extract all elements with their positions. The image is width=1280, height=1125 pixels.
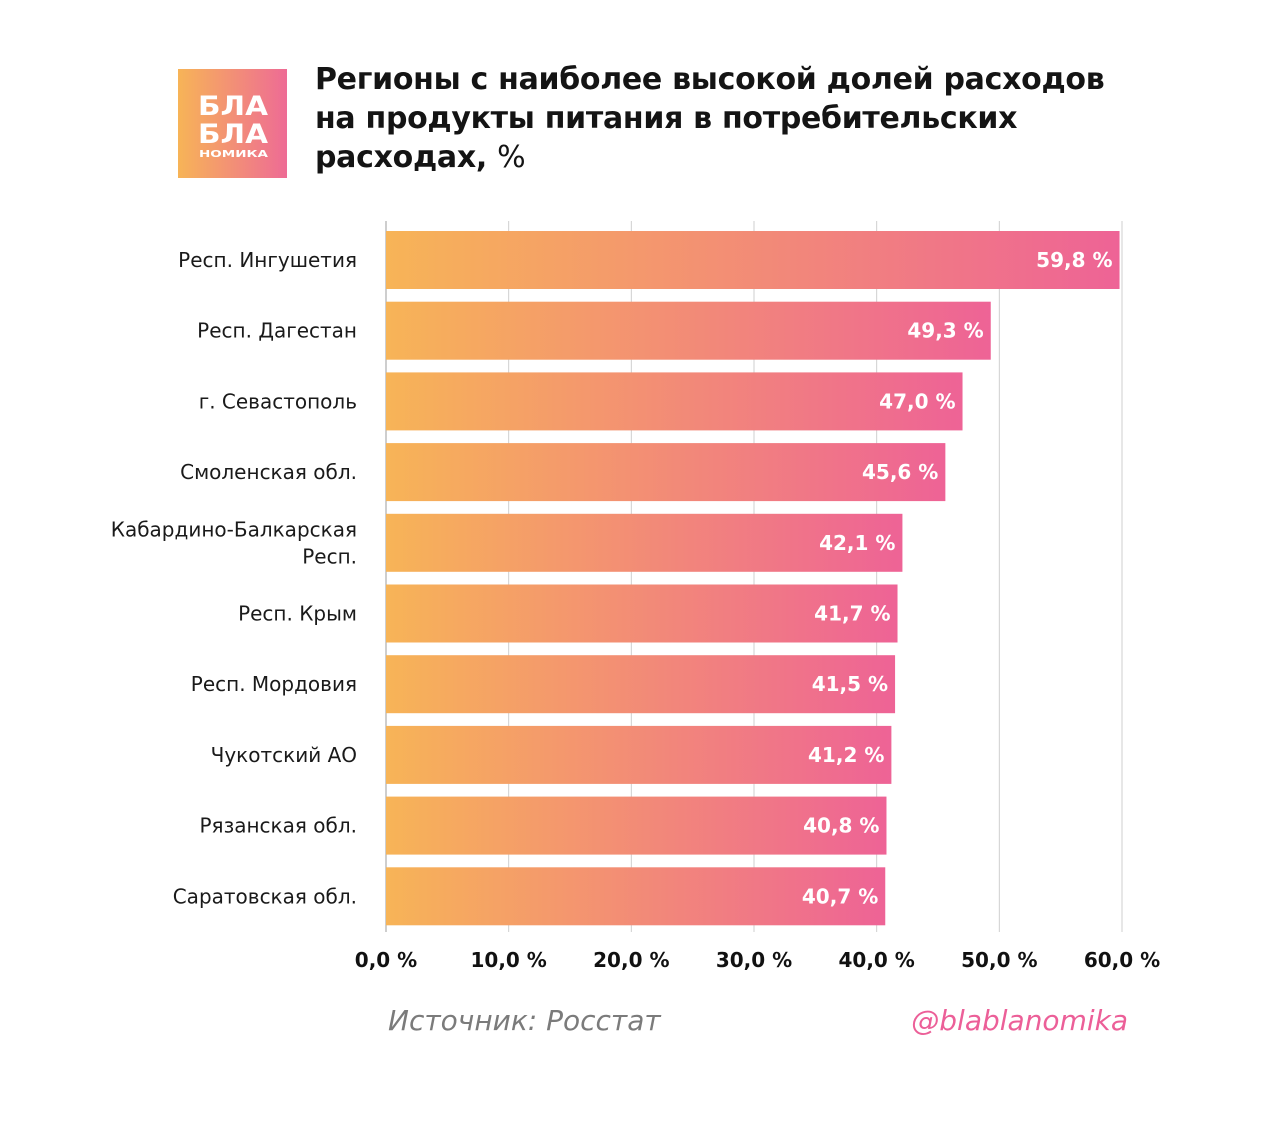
logo-line-3: НОМИКА <box>199 149 268 160</box>
x-tick-label: 10,0 % <box>470 948 546 972</box>
value-label: 49,3 % <box>907 319 983 343</box>
bar <box>386 372 963 431</box>
title-line-3-text: расходах, <box>315 140 487 175</box>
x-tick-label: 40,0 % <box>838 948 914 972</box>
bar <box>386 867 886 926</box>
value-labels: 59,8 % 49,3 % 47,0 % 45,6 % 42,1 % 41,7 % 41,5… <box>802 248 1113 908</box>
category-label: Саратовская обл. <box>173 884 357 908</box>
category-label: Респ. Мордовия <box>191 672 357 696</box>
category-label: г. Севастополь <box>199 389 357 413</box>
bar <box>386 231 1120 289</box>
category-labels: Респ. Ингушетия Респ. Дагестан г. Севастоп… <box>111 248 357 908</box>
x-tick-label: 20,0 % <box>593 948 669 972</box>
value-label: 41,5 % <box>812 672 888 696</box>
logo-line-1: БЛА <box>198 91 268 122</box>
bar <box>386 443 946 502</box>
value-label: 59,8 % <box>1036 248 1112 272</box>
x-tick-label: 0,0 % <box>355 948 417 972</box>
bar <box>386 796 887 855</box>
category-label: Респ. Дагестан <box>197 319 357 343</box>
value-label: 45,6 % <box>862 460 938 484</box>
category-label: Смоленская обл. <box>180 460 357 484</box>
x-tick-label: 60,0 % <box>1084 948 1160 972</box>
social-handle: @blablanomika <box>911 1004 1128 1037</box>
value-label: 42,1 % <box>819 531 895 555</box>
category-label: Рязанская обл. <box>200 814 358 838</box>
value-label: 40,8 % <box>803 814 879 838</box>
bar <box>386 513 903 572</box>
value-label: 41,2 % <box>808 743 884 767</box>
value-label: 40,7 % <box>802 884 878 908</box>
blablanomika-logo: БЛА БЛА НОМИКА <box>178 69 287 178</box>
bars <box>386 231 1120 926</box>
bar <box>386 655 896 714</box>
value-label: 47,0 % <box>879 389 955 413</box>
category-label: Респ. Ингушетия <box>178 248 357 272</box>
bar <box>386 725 892 784</box>
x-tick-label: 30,0 % <box>716 948 792 972</box>
bar <box>386 301 991 360</box>
title-line-3: расходах, % <box>315 138 1215 177</box>
value-label: 41,7 % <box>814 602 890 626</box>
category-label: Чукотский АО <box>211 743 357 767</box>
logo-line-2: БЛА <box>198 119 268 150</box>
chart-title: Регионы с наиболее высокой долей расходо… <box>315 60 1215 177</box>
category-label: Кабардино-Балкарская <box>111 517 357 541</box>
category-label: Респ. <box>302 544 357 568</box>
source-note: Источник: Росстат <box>388 1004 661 1037</box>
bar <box>386 584 898 643</box>
title-line-1: Регионы с наиболее высокой долей расходо… <box>315 62 1105 97</box>
category-label: Респ. Крым <box>238 602 357 626</box>
title-unit: % <box>497 140 526 175</box>
x-tick-label: 50,0 % <box>961 948 1037 972</box>
title-line-2: на продукты питания в потребительских <box>315 101 1018 136</box>
x-tick-labels: 0,0 % 10,0 % 20,0 % 30,0 % 40,0 % 50,0 % 60,0 … <box>355 948 1160 972</box>
bar-chart: Респ. Ингушетия Респ. Дагестан г. Севастоп… <box>111 221 1160 972</box>
